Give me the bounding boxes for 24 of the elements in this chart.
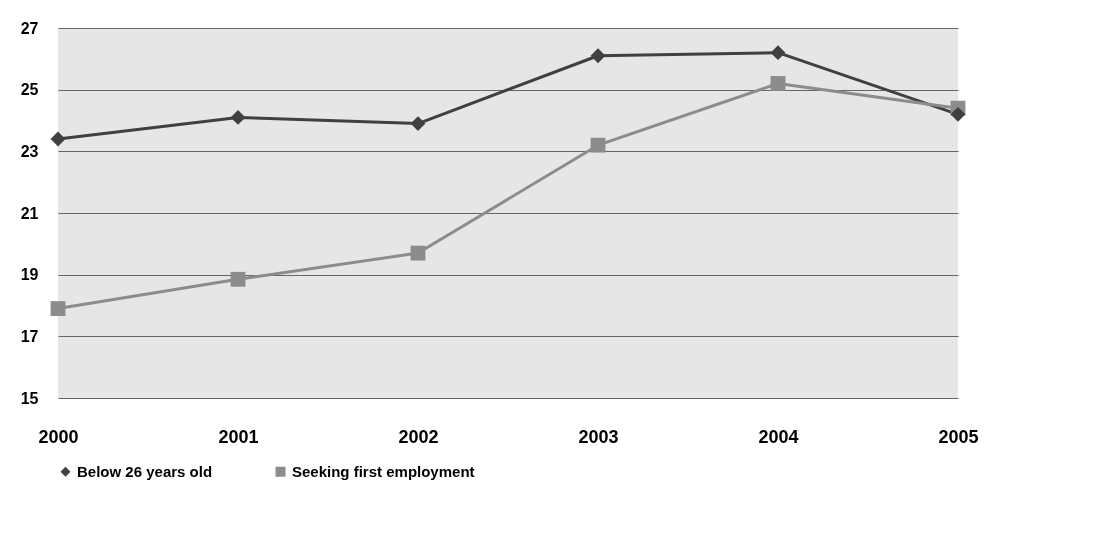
y-tick-label: 23 bbox=[20, 142, 39, 160]
point bbox=[590, 48, 606, 64]
y-tick-label: 25 bbox=[20, 81, 39, 99]
x-tick-label: 2005 bbox=[938, 426, 979, 447]
point bbox=[230, 110, 246, 125]
y-tick-label: 17 bbox=[20, 327, 39, 345]
legend-label: Seeking first employment bbox=[292, 462, 475, 480]
x-tick-label: 2001 bbox=[218, 426, 259, 447]
point bbox=[950, 106, 966, 122]
y-tick-label: 15 bbox=[20, 389, 39, 407]
point bbox=[770, 45, 786, 61]
x-tick-label: 2004 bbox=[758, 426, 799, 447]
y-tick-label: 21 bbox=[20, 204, 39, 222]
x-tick-label: 2000 bbox=[38, 426, 79, 447]
x-tick-label: 2002 bbox=[398, 426, 439, 447]
point bbox=[230, 271, 246, 287]
point bbox=[770, 76, 786, 91]
point bbox=[590, 137, 606, 153]
legend-label: Below 26 years old bbox=[77, 462, 213, 480]
y-tick-label: 27 bbox=[20, 19, 39, 37]
point bbox=[50, 301, 66, 316]
x-tick-label: 2003 bbox=[578, 426, 619, 447]
y-tick-label: 19 bbox=[20, 266, 39, 284]
point bbox=[50, 131, 66, 147]
